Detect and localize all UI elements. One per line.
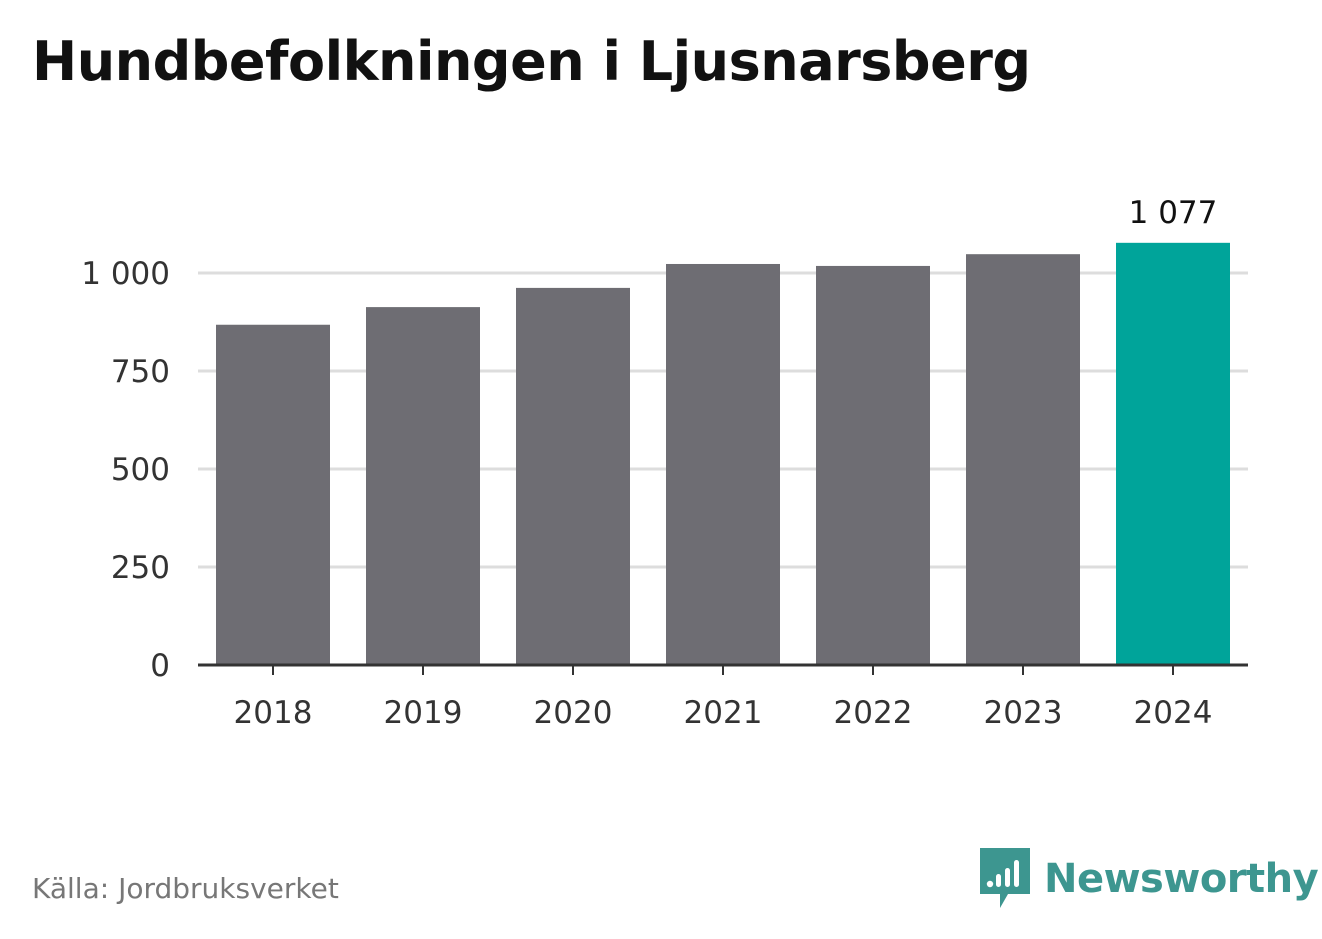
x-tick-label: 2018 [234,695,313,731]
x-axis: 2018 2019 2020 2021 2022 2023 2024 [234,665,1213,731]
y-axis-tick-labels: 0 250 500 750 1 000 [81,256,170,684]
x-tick-label: 2023 [984,695,1063,731]
bar-2021 [666,263,780,665]
y-tick-label: 1 000 [81,256,170,292]
bar-2024 [1116,242,1230,666]
x-tick-label: 2021 [684,695,763,731]
bar-2023 [966,254,1080,665]
y-tick-label: 250 [111,550,170,586]
bar-2020 [516,287,630,665]
bar-value-label: 1 077 [1129,195,1218,231]
chart-title: Hundbefolkningen i Ljusnarsberg [32,30,1031,93]
x-tick-label: 2022 [834,695,913,731]
brand-logo[interactable]: Newsworthy [980,848,1319,910]
brand-name: Newsworthy [1044,856,1319,902]
bar-value-labels: 1 077 [1129,195,1218,231]
bar-2018 [216,324,330,665]
bar-2019 [366,307,480,665]
bars [216,242,1230,666]
y-tick-label: 500 [111,452,170,488]
newsworthy-logo-icon [980,848,1030,908]
y-tick-label: 750 [111,354,170,390]
x-tick-label: 2024 [1134,695,1213,731]
source-note: Källa: Jordbruksverket [32,872,339,905]
x-tick-label: 2020 [534,695,613,731]
bar-2022 [816,265,930,665]
x-tick-label: 2019 [384,695,463,731]
y-tick-label: 0 [150,648,170,684]
